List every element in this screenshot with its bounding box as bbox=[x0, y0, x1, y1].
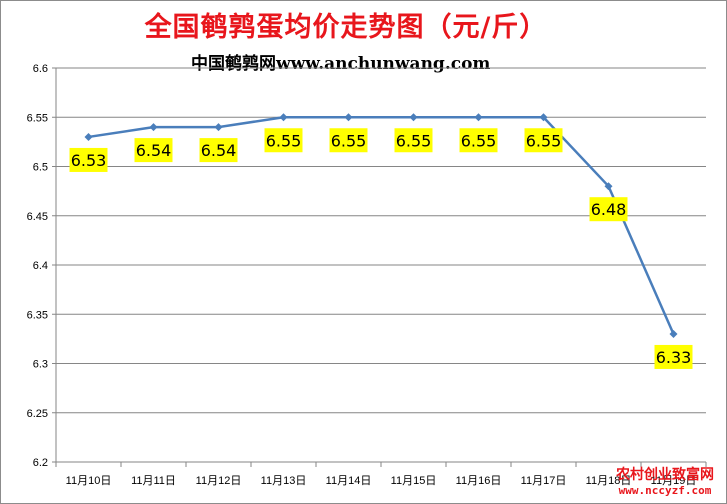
data-label-bg bbox=[459, 128, 498, 153]
data-point bbox=[84, 132, 93, 141]
data-label: 6.54 bbox=[136, 141, 172, 160]
data-point bbox=[474, 113, 483, 122]
data-label: 6.55 bbox=[331, 131, 367, 150]
data-point bbox=[409, 113, 418, 122]
data-label-bg bbox=[524, 128, 563, 153]
x-tick-label: 11月12日 bbox=[196, 475, 242, 487]
data-label-bg bbox=[329, 128, 368, 153]
data-label-bg bbox=[264, 128, 303, 153]
chart-title: 全国鹌鹑蛋均价走势图（元/斤） bbox=[144, 12, 548, 43]
x-tick-label: 11月14日 bbox=[326, 475, 372, 487]
series-line bbox=[88, 116, 675, 335]
y-tick-label: 6.5 bbox=[33, 162, 48, 174]
data-label: 6.48 bbox=[591, 200, 627, 219]
x-tick-label: 11月18日 bbox=[586, 475, 632, 487]
y-tick-label: 6.3 bbox=[33, 359, 48, 371]
y-tick-label: 6.6 bbox=[33, 63, 48, 75]
data-label: 6.54 bbox=[201, 141, 237, 160]
data-label-bg bbox=[69, 147, 108, 172]
data-point bbox=[539, 113, 548, 122]
data-label-bg bbox=[134, 138, 173, 163]
x-tick-label: 11月11日 bbox=[131, 475, 176, 487]
data-label-bg bbox=[654, 344, 693, 369]
y-tick-label: 6.45 bbox=[27, 211, 48, 223]
data-label: 6.55 bbox=[396, 131, 432, 150]
chart-subtitle: 中国鹌鹑网www.anchunwang.com bbox=[191, 54, 491, 74]
y-tick-label: 6.25 bbox=[27, 408, 48, 420]
data-point bbox=[279, 113, 288, 122]
data-label-bg bbox=[394, 128, 433, 153]
y-tick-label: 6.4 bbox=[33, 260, 48, 272]
watermark-line1: 农村创业致富网 bbox=[616, 467, 714, 483]
data-label: 6.33 bbox=[656, 348, 692, 367]
data-label-bg bbox=[589, 197, 628, 222]
data-point bbox=[149, 123, 158, 132]
x-tick-label: 11月17日 bbox=[521, 475, 567, 487]
watermark-line2: www.nccyzf.com bbox=[618, 484, 712, 497]
data-label-bg bbox=[199, 138, 238, 163]
data-point bbox=[669, 329, 678, 338]
data-label: 6.55 bbox=[266, 131, 302, 150]
x-tick-label: 11月10日 bbox=[66, 475, 112, 487]
data-point bbox=[214, 123, 223, 132]
x-tick-label: 11月19日 bbox=[651, 475, 697, 487]
watermark: 农村创业致富网 www.nccyzf.com bbox=[607, 468, 723, 498]
x-tick-label: 11月16日 bbox=[456, 475, 502, 487]
data-point bbox=[604, 182, 613, 191]
x-tick-label: 11月13日 bbox=[261, 475, 307, 487]
data-label: 6.53 bbox=[71, 151, 107, 170]
data-label: 6.55 bbox=[526, 131, 562, 150]
y-tick-label: 6.55 bbox=[27, 112, 48, 124]
data-point bbox=[344, 113, 353, 122]
y-tick-label: 6.35 bbox=[27, 309, 48, 321]
data-label: 6.55 bbox=[461, 131, 497, 150]
x-tick-label: 11月15日 bbox=[391, 475, 437, 487]
y-tick-label: 6.2 bbox=[33, 457, 48, 469]
